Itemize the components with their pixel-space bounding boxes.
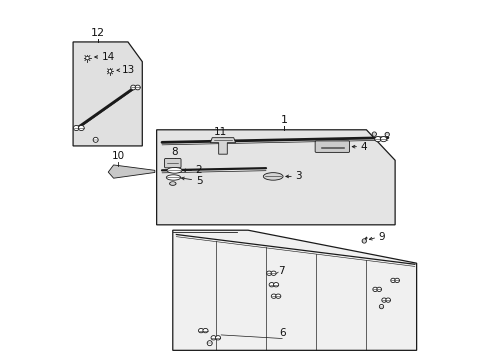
Ellipse shape xyxy=(381,298,386,302)
Circle shape xyxy=(93,137,98,142)
Text: 4: 4 xyxy=(360,141,366,152)
Text: 13: 13 xyxy=(122,65,135,75)
Ellipse shape xyxy=(135,85,140,90)
Ellipse shape xyxy=(275,294,280,298)
Circle shape xyxy=(379,305,383,309)
Polygon shape xyxy=(172,230,416,350)
Text: 9: 9 xyxy=(378,232,385,242)
Polygon shape xyxy=(73,42,142,146)
Polygon shape xyxy=(210,138,235,154)
Ellipse shape xyxy=(372,287,377,292)
Ellipse shape xyxy=(169,182,176,185)
Ellipse shape xyxy=(198,328,203,333)
Ellipse shape xyxy=(270,271,276,275)
Text: 6: 6 xyxy=(278,328,285,338)
Circle shape xyxy=(371,132,376,136)
Polygon shape xyxy=(156,130,394,225)
Text: 2: 2 xyxy=(195,165,202,175)
Text: 7: 7 xyxy=(278,266,284,276)
Ellipse shape xyxy=(130,85,136,90)
Ellipse shape xyxy=(166,175,180,180)
Ellipse shape xyxy=(390,278,395,283)
Circle shape xyxy=(85,57,89,60)
Circle shape xyxy=(384,132,388,136)
FancyBboxPatch shape xyxy=(314,141,349,152)
Text: 5: 5 xyxy=(195,176,202,186)
Ellipse shape xyxy=(263,173,283,180)
Circle shape xyxy=(108,69,112,73)
Ellipse shape xyxy=(73,125,79,131)
Ellipse shape xyxy=(215,336,220,340)
Ellipse shape xyxy=(385,298,390,302)
Text: 3: 3 xyxy=(295,171,302,181)
Ellipse shape xyxy=(78,125,84,131)
Text: 12: 12 xyxy=(91,28,105,39)
Ellipse shape xyxy=(271,294,276,298)
Text: 14: 14 xyxy=(102,52,115,62)
Circle shape xyxy=(207,341,212,346)
Ellipse shape xyxy=(203,328,207,333)
Circle shape xyxy=(362,239,366,243)
Ellipse shape xyxy=(380,136,386,142)
Text: 11: 11 xyxy=(213,127,226,137)
FancyBboxPatch shape xyxy=(164,158,181,168)
Polygon shape xyxy=(108,165,155,178)
Ellipse shape xyxy=(268,283,274,287)
Ellipse shape xyxy=(374,136,381,142)
Text: 1: 1 xyxy=(280,115,287,125)
Text: 8: 8 xyxy=(171,147,178,157)
Text: 10: 10 xyxy=(111,151,124,161)
Ellipse shape xyxy=(273,283,278,287)
Ellipse shape xyxy=(376,287,381,292)
Ellipse shape xyxy=(394,278,399,283)
Ellipse shape xyxy=(211,336,216,340)
Ellipse shape xyxy=(167,167,182,173)
Ellipse shape xyxy=(266,271,271,275)
